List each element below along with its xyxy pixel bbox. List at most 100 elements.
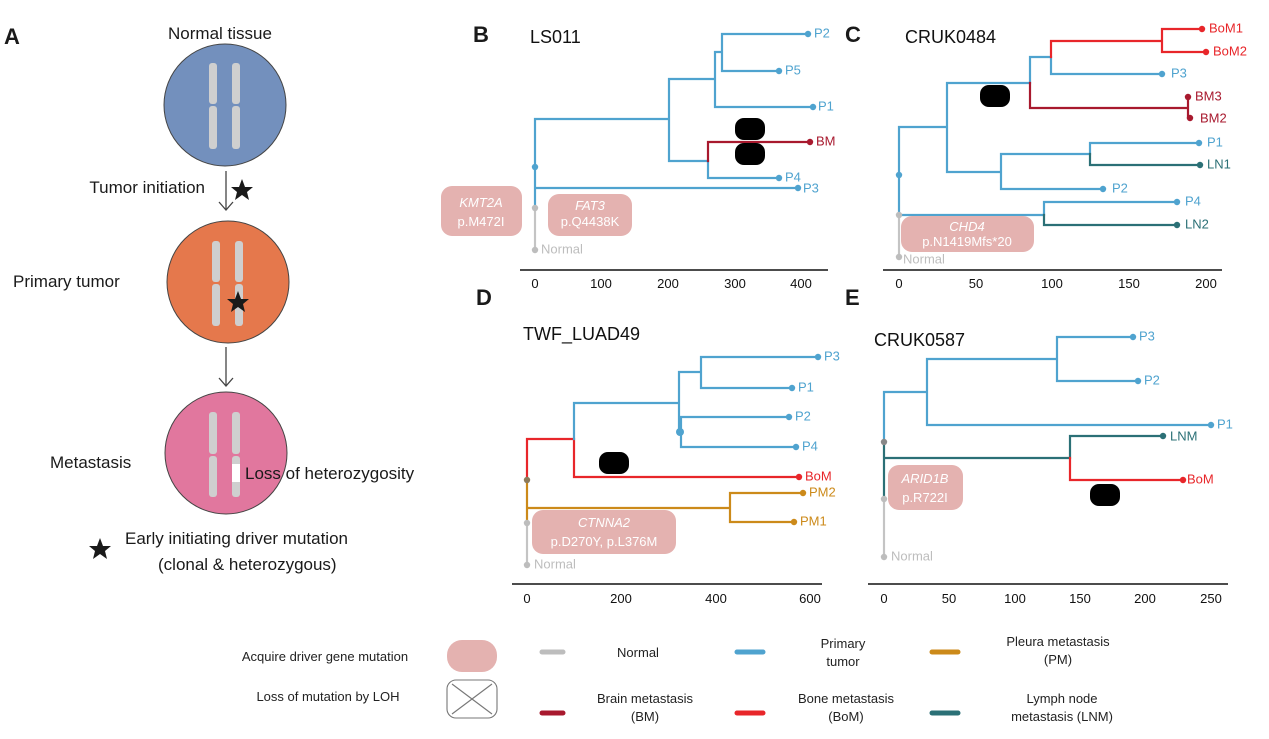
leaf-label: LNM <box>1170 428 1197 443</box>
tick-label: 100 <box>1041 276 1063 291</box>
branch-primary <box>897 55 1201 217</box>
panel-label: E <box>845 285 860 310</box>
chromosomes <box>209 412 240 497</box>
nodes <box>895 25 1210 261</box>
leaf-label: P3 <box>803 180 819 195</box>
leaf-label: P1 <box>798 379 814 394</box>
branch-bone-metastasis <box>1068 456 1185 482</box>
tree-title: CRUK0484 <box>905 27 996 47</box>
loh-icon <box>735 143 765 165</box>
branch-primary <box>572 355 820 449</box>
tick-label: 0 <box>880 591 887 606</box>
mutation-box: CHD4 p.N1419Mfs*20 <box>901 216 1034 252</box>
svg-text:p.D270Y, p.L376M: p.D270Y, p.L376M <box>551 534 658 549</box>
legend-lymph-node: metastasis (LNM) <box>1011 709 1113 724</box>
panel-b-tree: B LS011 P2 P5 P1 BM P4 P3 Normal KMT2A p… <box>441 22 836 291</box>
legend-brain: Brain metastasis <box>597 691 694 706</box>
loh-icon <box>1090 484 1120 506</box>
tick-label: 250 <box>1200 591 1222 606</box>
tick-label: 150 <box>1069 591 1091 606</box>
leaf-label-normal: Normal <box>541 241 583 256</box>
star-icon <box>89 538 111 559</box>
tick-label: 200 <box>610 591 632 606</box>
leaf-label: P1 <box>1207 134 1223 149</box>
legend: Acquire driver gene mutation Loss of mut… <box>242 634 1113 724</box>
branch-brain-metastasis <box>1028 81 1190 120</box>
panel-label: C <box>845 22 861 47</box>
branch-bone-metastasis <box>525 437 801 482</box>
tree-title: LS011 <box>530 27 581 47</box>
panel-label: B <box>473 22 489 47</box>
svg-text:FAT3: FAT3 <box>575 198 606 213</box>
leaf-label: P4 <box>802 438 818 453</box>
leaf-label: LN1 <box>1207 156 1231 171</box>
nodes <box>880 333 1215 561</box>
leaf-label: BM2 <box>1200 110 1227 125</box>
svg-text:ARID1B: ARID1B <box>901 471 949 486</box>
nodes <box>523 353 822 569</box>
svg-text:KMT2A: KMT2A <box>459 195 502 210</box>
leaf-label: PM2 <box>809 484 836 499</box>
metastasis-label: Metastasis <box>50 453 131 472</box>
svg-text:CTNNA2: CTNNA2 <box>578 515 631 530</box>
driver-mutation-swatch <box>447 640 497 672</box>
svg-text:p.R722I: p.R722I <box>902 490 948 505</box>
leaf-label: P2 <box>1112 180 1128 195</box>
mutation-box: CTNNA2 p.D270Y, p.L376M <box>532 510 676 554</box>
normal-tissue-label: Normal tissue <box>168 24 272 43</box>
nodes <box>531 30 817 254</box>
branch-pleura-metastasis <box>525 478 805 525</box>
branch-brain-metastasis <box>706 140 812 163</box>
tick-label: 200 <box>657 276 679 291</box>
svg-text:p.N1419Mfs*20: p.N1419Mfs*20 <box>922 234 1012 249</box>
star-icon <box>231 179 253 200</box>
panel-d-tree: D TWF_LUAD49 P3 P1 P2 P4 BoM PM2 PM1 Nor… <box>476 285 840 606</box>
leaf-label: BoM2 <box>1213 43 1247 58</box>
legend-brain: (BM) <box>631 709 659 724</box>
tick-label: 100 <box>1004 591 1026 606</box>
chromosomes <box>209 63 240 149</box>
branch-lymph-node <box>882 434 1165 501</box>
legend-loh-label: Loss of mutation by LOH <box>256 689 399 704</box>
tick-label: 400 <box>705 591 727 606</box>
loh-icon <box>446 679 498 719</box>
branch-lymph-node <box>1042 152 1202 227</box>
loh-icon <box>980 85 1010 107</box>
primary-tumor-label: Primary tumor <box>13 272 120 291</box>
branch-bone-metastasis <box>1049 27 1208 59</box>
arrow-down-icon <box>218 347 234 387</box>
leaf-label: P4 <box>1185 193 1201 208</box>
tick-label: 0 <box>523 591 530 606</box>
tick-label: 0 <box>531 276 538 291</box>
leaf-label: BoM <box>805 468 832 483</box>
loh-icon <box>735 118 765 140</box>
tick-label: 150 <box>1118 276 1140 291</box>
star-legend-line2: (clonal & heterozygous) <box>158 555 337 574</box>
legend-acquire-label: Acquire driver gene mutation <box>242 649 408 664</box>
leaf-label: P2 <box>1144 372 1160 387</box>
leaf-label-normal: Normal <box>903 251 945 266</box>
legend-lymph-node: Lymph node <box>1026 691 1097 706</box>
star-legend-line1: Early initiating driver mutation <box>125 529 348 548</box>
leaf-label: BM3 <box>1195 88 1222 103</box>
leaf-label-normal: Normal <box>891 548 933 563</box>
tumor-initiation-label: Tumor initiation <box>89 178 205 197</box>
leaf-label: P3 <box>1139 328 1155 343</box>
loh-region <box>232 464 240 482</box>
leaf-label: LN2 <box>1185 216 1209 231</box>
loh-label: Loss of heterozygosity <box>245 464 415 483</box>
legend-normal: Normal <box>617 645 659 660</box>
leaf-label: BoM1 <box>1209 20 1243 35</box>
leaf-label: P4 <box>785 169 801 184</box>
legend-primary: tumor <box>826 654 860 669</box>
leaf-label-normal: Normal <box>534 556 576 571</box>
panel-e-tree: E CRUK0587 P3 P2 P1 LNM BoM Normal ARID1… <box>845 285 1233 606</box>
legend-primary: Primary <box>821 636 866 651</box>
legend-bone: (BoM) <box>828 709 863 724</box>
svg-text:CHD4: CHD4 <box>949 219 984 234</box>
svg-text:p.Q4438K: p.Q4438K <box>561 214 620 229</box>
loh-icon <box>599 452 629 474</box>
leaf-label: BoM <box>1187 471 1214 486</box>
panel-label: D <box>476 285 492 310</box>
